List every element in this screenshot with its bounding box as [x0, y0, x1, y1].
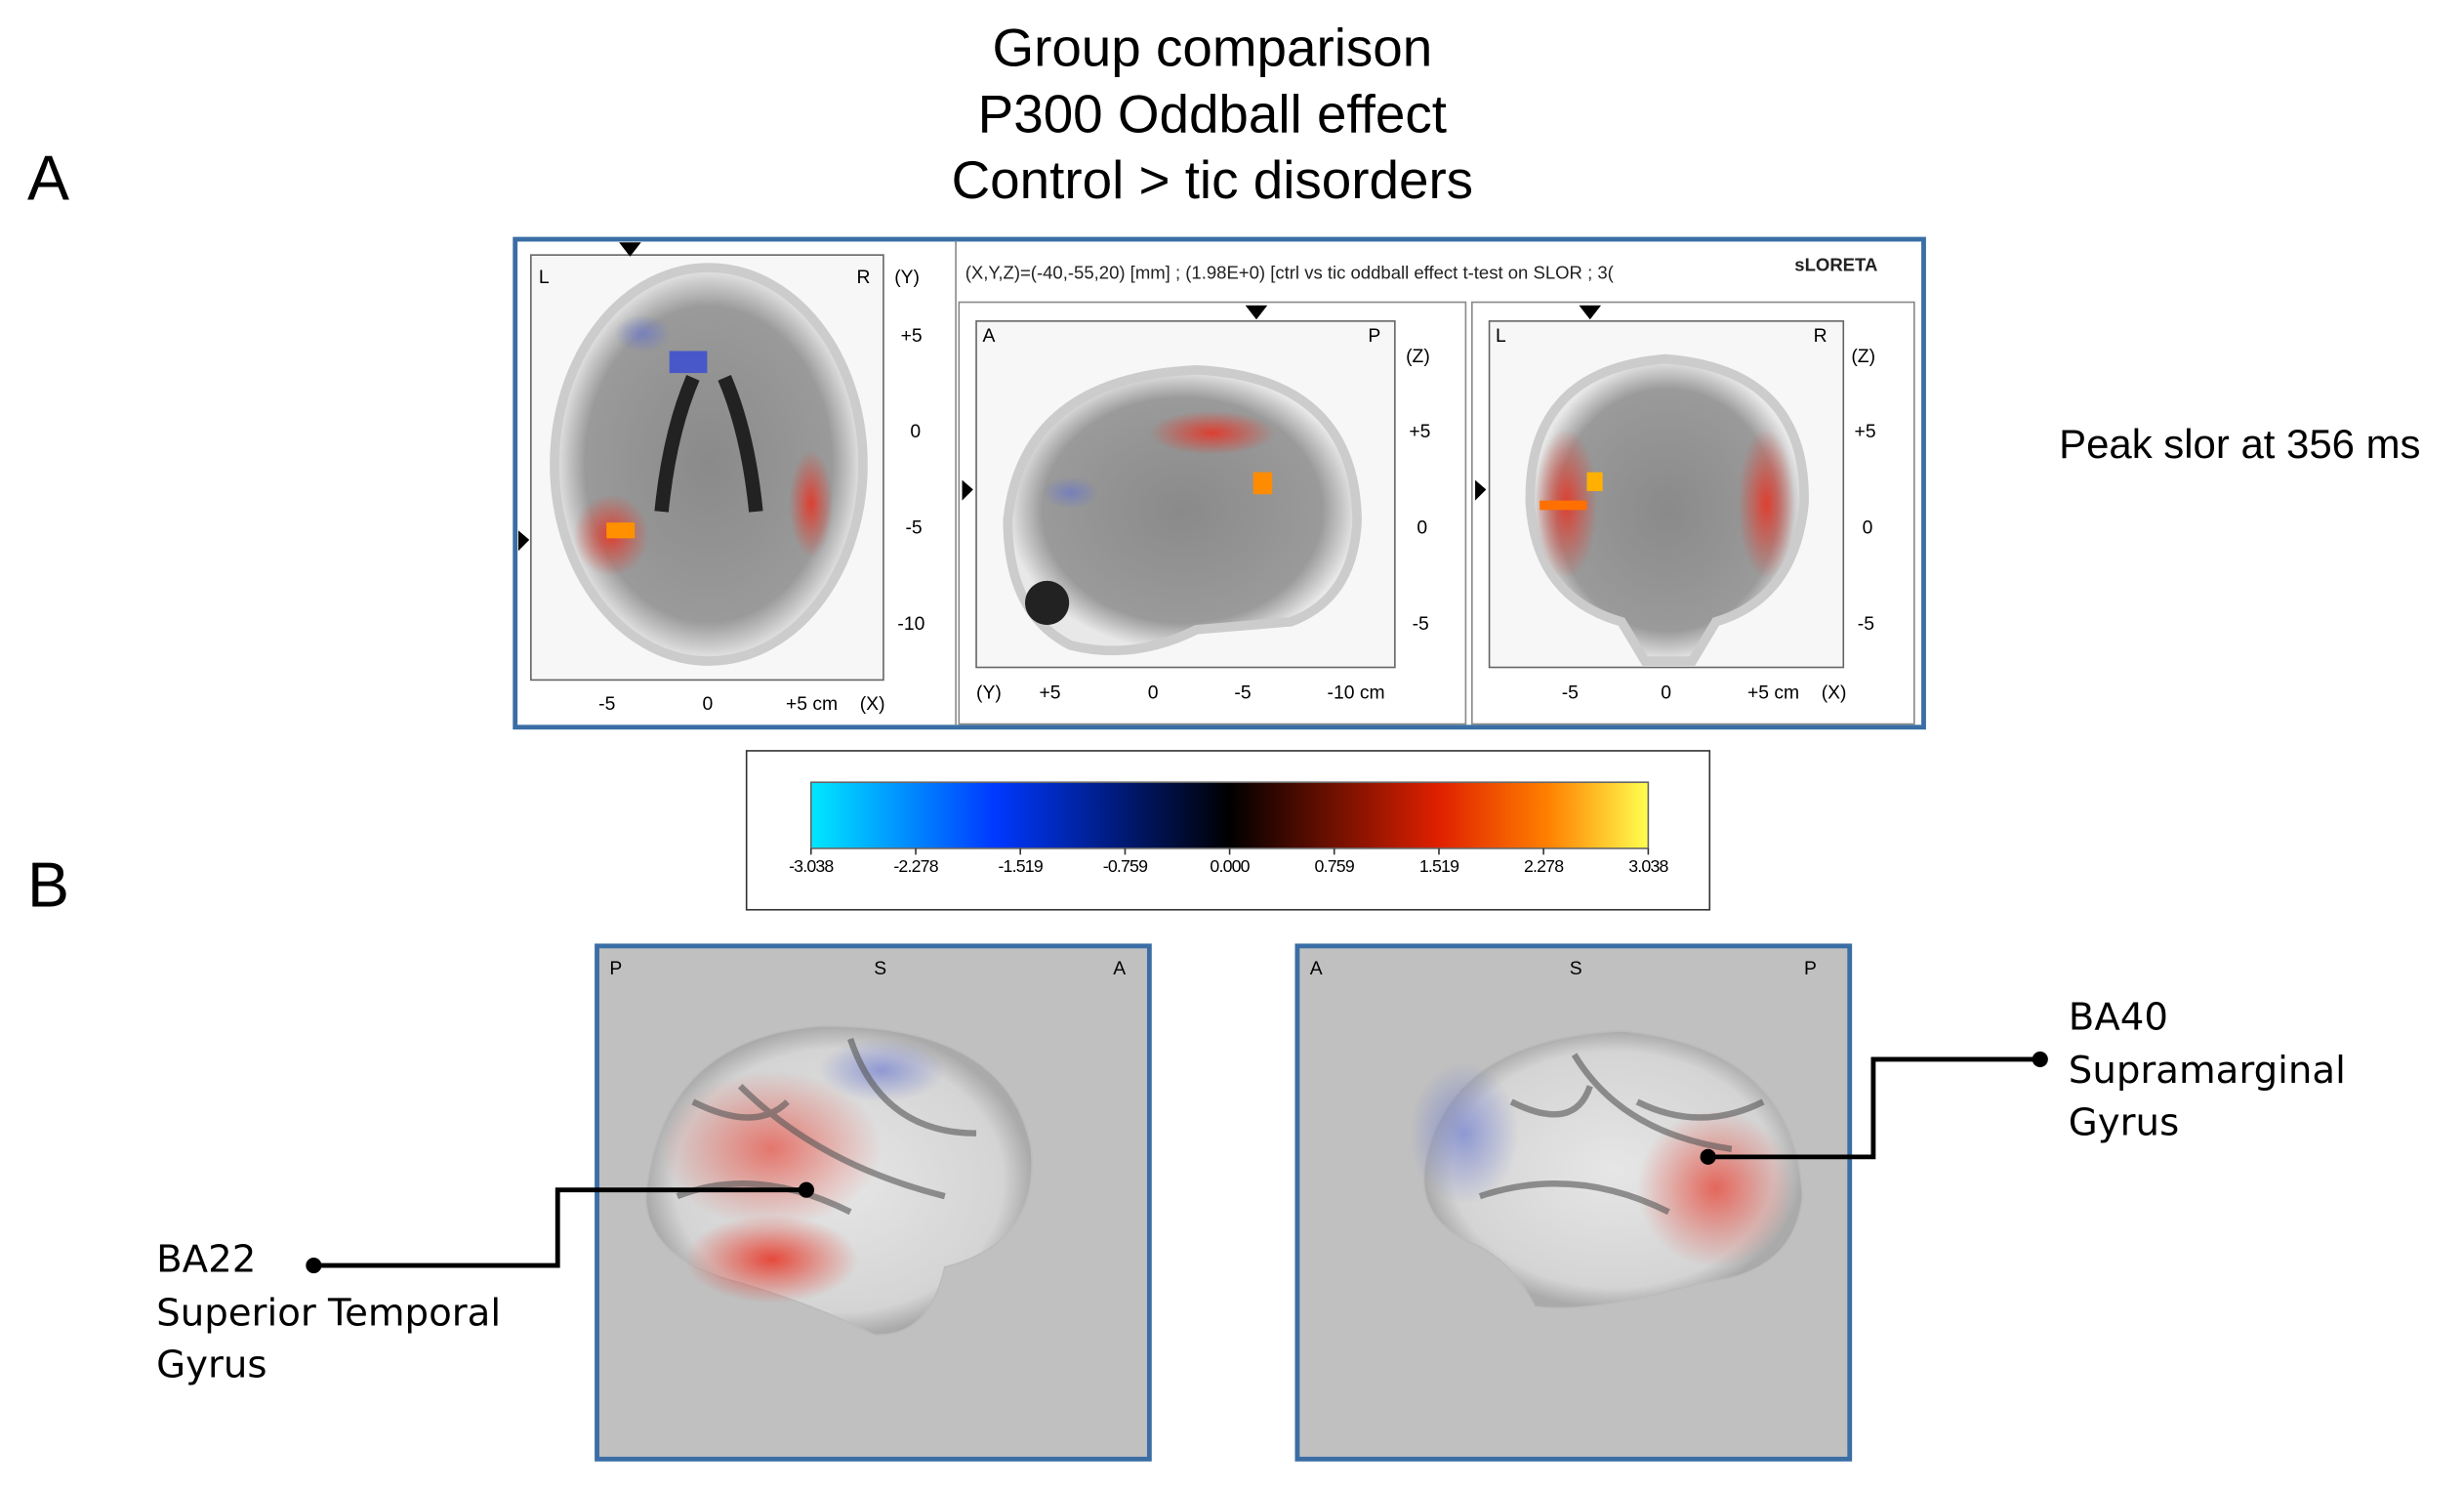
callout-dot [798, 1181, 815, 1198]
sinus [1025, 580, 1070, 625]
title-line: Control > tic disorders [952, 149, 1473, 210]
callout-text: Gyrus [2069, 1100, 2179, 1144]
title-line: P300 Oddball effect [978, 83, 1447, 144]
activation [1253, 472, 1273, 495]
orientation: R [1814, 325, 1827, 347]
activation [1586, 472, 1603, 491]
tick-label: -5 [1562, 682, 1579, 704]
tick-label: 0 [1863, 517, 1873, 538]
tick-label: -5 [905, 517, 922, 538]
colorbar-tick-label: 0.000 [1210, 856, 1250, 876]
activation [606, 522, 636, 539]
marker [1579, 305, 1602, 320]
callout-text: Superior Temporal [156, 1291, 501, 1335]
axis-label: (Y) [894, 267, 920, 288]
orientation: L [539, 267, 550, 288]
marker [1245, 305, 1268, 320]
tick-label: -5 [1234, 682, 1251, 704]
tick-label: +5 [1855, 421, 1876, 442]
callout-line [313, 1187, 806, 1268]
colorbar-tick-label: 2.278 [1524, 856, 1564, 876]
callout-dot [306, 1258, 322, 1274]
callout-dot [2032, 1051, 2048, 1067]
callout-text: BA22 [156, 1238, 256, 1282]
activation [1149, 410, 1276, 455]
tick-label: +5 [901, 325, 923, 347]
tick-label: +5 [1040, 682, 1061, 704]
peak-note: Peak slor at 356 ms [2059, 421, 2420, 467]
ventricle [654, 375, 763, 513]
panel-label: B [27, 850, 69, 921]
axis-label: (Z) [1406, 346, 1430, 367]
activation [818, 1038, 945, 1102]
activation [1409, 1062, 1520, 1205]
tick-label: -5 [1858, 613, 1874, 635]
activation [669, 351, 708, 374]
tick-label: +5 cm [786, 693, 838, 715]
sulcus [676, 1037, 977, 1216]
callout-dot [1700, 1148, 1716, 1165]
orientation: A [1113, 958, 1126, 979]
tick-label: 0 [1148, 682, 1159, 704]
orientation: P [609, 958, 622, 979]
tick-label: -10 [897, 613, 924, 635]
axis-label: (Y) [976, 682, 1002, 704]
callout-text: BA40 [2069, 995, 2168, 1039]
activation [684, 1215, 859, 1303]
slice-header: (X,Y,Z)=(-40,-55,20) [mm] ; (1.98E+0) [c… [965, 262, 1615, 282]
activation [1042, 476, 1099, 509]
colorbar [809, 781, 1650, 849]
colorbar-tick-label: 3.038 [1628, 856, 1668, 876]
marker [962, 479, 973, 501]
colorbar-tick-label: -3.038 [789, 856, 834, 876]
software-name: sLORETA [1794, 254, 1877, 274]
orientation: S [1570, 958, 1582, 979]
colorbar-tick-label: 0.759 [1315, 856, 1355, 876]
orientation: A [982, 325, 995, 347]
callout-text: Gyrus [156, 1344, 267, 1387]
marker [619, 242, 641, 257]
tick-label: 0 [1417, 517, 1427, 538]
colorbar-tick-label: -2.278 [893, 856, 938, 876]
tick-label: -5 [598, 693, 615, 715]
tick-label: +5 [1409, 421, 1430, 442]
tick-label: -10 cm [1328, 682, 1385, 704]
axis-label: (Z) [1851, 346, 1875, 367]
marker [1475, 479, 1487, 501]
tick-label: +5 cm [1747, 682, 1799, 704]
marker [517, 530, 530, 552]
orientation: S [874, 958, 886, 979]
activation [1637, 1109, 1795, 1267]
callout-line [1707, 1056, 2040, 1160]
sulcus [1478, 1053, 1765, 1216]
axis-label: (X) [1822, 682, 1847, 704]
colorbar-tick-label: -1.519 [998, 856, 1043, 876]
activation [789, 450, 834, 558]
orientation: P [1368, 325, 1380, 347]
tick-label: -5 [1413, 613, 1429, 635]
tick-label: 0 [1661, 682, 1671, 704]
orientation: P [1804, 958, 1817, 979]
activation [614, 314, 672, 353]
colorbar-tick-label: 1.519 [1419, 856, 1459, 876]
brain [1525, 353, 1809, 666]
orientation: L [1496, 325, 1506, 347]
panel-label: A [27, 144, 69, 214]
title-line: Group comparison [992, 18, 1432, 78]
orientation: A [1310, 958, 1323, 979]
callout-text: Supramarginal [2069, 1049, 2346, 1093]
tick-label: 0 [703, 693, 714, 715]
orientation: R [857, 267, 871, 288]
activation [1738, 428, 1795, 580]
axis-label: (X) [860, 693, 885, 715]
colorbar-tick-label: -0.759 [1103, 856, 1148, 876]
activation [1540, 500, 1587, 511]
tick-label: 0 [910, 421, 921, 442]
